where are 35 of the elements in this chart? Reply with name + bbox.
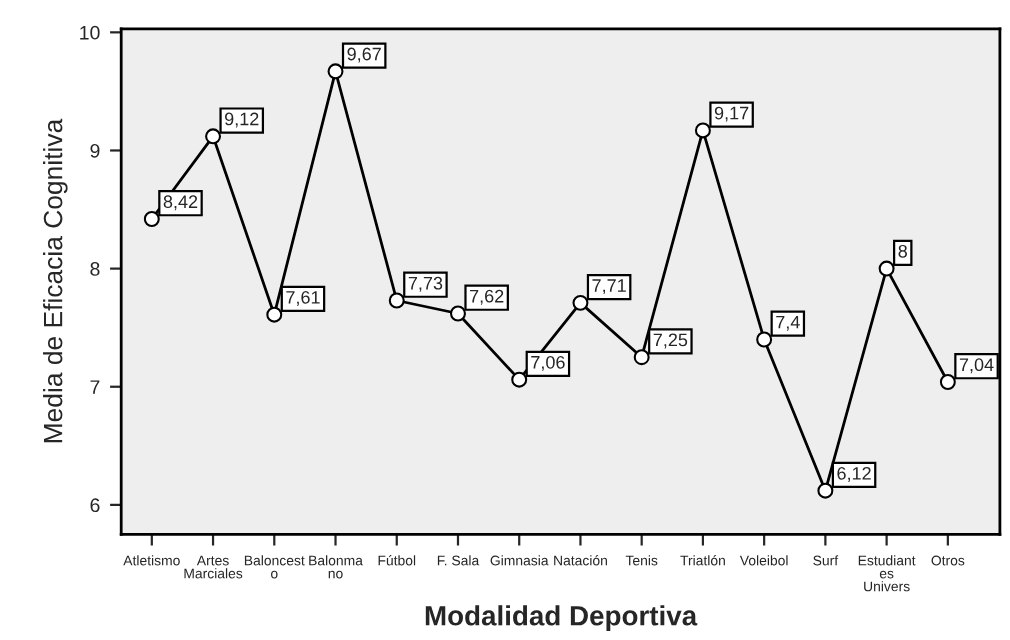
y-tick-label: 8 [90,262,100,276]
point [694,122,711,139]
point [327,63,344,80]
y-tick-label: 10 [80,25,100,40]
y-tick-label: 6 [90,498,100,513]
text: 9,17 [714,106,749,122]
text: 7,73 [408,276,443,292]
text: 7,4 [776,315,800,331]
point [388,292,405,309]
y-tick-label: 9 [90,143,100,158]
x-axis-title: Modalidad Deportiva [425,605,698,632]
text: 7,62 [470,289,504,305]
point [878,260,895,277]
point [450,305,466,322]
point [939,374,956,390]
text: 7,71 [592,279,626,295]
point [572,294,589,311]
text: 7,06 [531,355,565,371]
text: 7,25 [653,333,688,349]
text: 7,61 [286,290,320,306]
text: 8 [898,244,907,258]
text: 6,12 [837,466,871,482]
point [633,349,650,366]
point [817,482,834,499]
point [205,128,222,145]
y-tick-label: 7 [90,380,100,394]
y-axis-title: Media de Eficacia Cognitiva [43,118,68,443]
point [266,306,283,323]
text: 8,42 [163,195,198,211]
point [143,211,160,227]
text: 9,67 [347,47,381,63]
point [511,371,528,388]
text: 9,12 [225,112,259,128]
point [756,331,773,348]
text: 7,04 [959,358,994,374]
